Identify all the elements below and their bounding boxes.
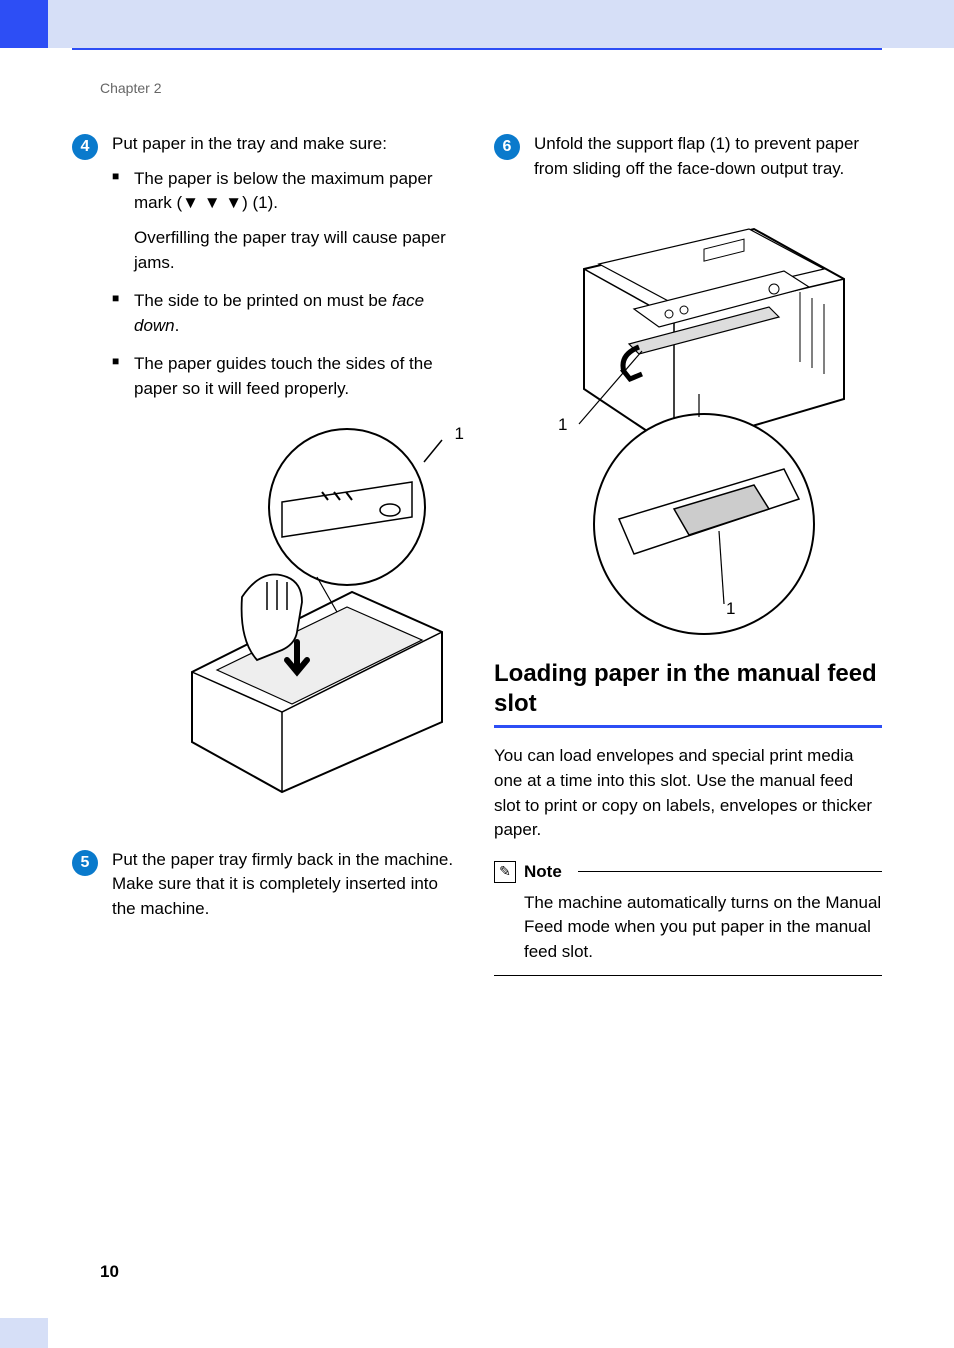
section-heading: Loading paper in the manual feed slot — [494, 659, 882, 719]
side-strip-bottom — [0, 1318, 48, 1348]
header-rule — [72, 48, 882, 50]
bullet-2-a: The side to be printed on must be — [134, 291, 392, 310]
step-5: 5 Put the paper tray firmly back in the … — [72, 848, 460, 932]
step-5-text: Put the paper tray firmly back in the ma… — [112, 848, 460, 922]
chapter-tab — [0, 0, 48, 48]
step-badge-4: 4 — [72, 134, 98, 160]
page-number: 10 — [100, 1262, 119, 1282]
figure-step6-callout-bottom: 1 — [726, 599, 735, 619]
bullet-1-a: The paper is below the maximum paper mar… — [134, 169, 433, 213]
note-box: ✎ Note The machine automatically turns o… — [494, 861, 882, 976]
content-columns: 4 Put paper in the tray and make sure: T… — [72, 132, 882, 976]
top-banner — [0, 0, 954, 48]
step-badge-6: 6 — [494, 134, 520, 160]
bullet-2: The side to be printed on must be face d… — [112, 289, 462, 338]
note-header: ✎ Note — [494, 861, 882, 883]
step-4-intro: Put paper in the tray and make sure: — [112, 132, 462, 157]
figure-step6: 1 1 — [524, 209, 864, 639]
figure-step4: 1 — [172, 422, 462, 802]
bullet-3-a: The paper guides touch the sides of the … — [134, 354, 433, 398]
step-4-bullets: The paper is below the maximum paper mar… — [112, 167, 462, 402]
bullet-3: The paper guides touch the sides of the … — [112, 352, 462, 401]
bullet-2-c: . — [175, 316, 180, 335]
printer-illustration — [524, 209, 864, 639]
note-icon: ✎ — [494, 861, 516, 883]
step-4: 4 Put paper in the tray and make sure: T… — [72, 132, 460, 830]
note-text: The machine automatically turns on the M… — [494, 883, 882, 975]
section-heading-rule — [494, 725, 882, 728]
step-6-text: Unfold the support flap (1) to prevent p… — [534, 132, 882, 181]
step-4-body: Put paper in the tray and make sure: The… — [112, 132, 462, 830]
bullet-1: The paper is below the maximum paper mar… — [112, 167, 462, 276]
step-badge-5: 5 — [72, 850, 98, 876]
section-para: You can load envelopes and special print… — [494, 744, 882, 843]
step-6-body: Unfold the support flap (1) to prevent p… — [534, 132, 882, 191]
figure-step4-callout-1: 1 — [455, 422, 464, 447]
note-bottom-rule — [494, 975, 882, 976]
figure-step6-callout-top: 1 — [558, 415, 567, 435]
bullet-1-b: Overfilling the paper tray will cause pa… — [134, 226, 462, 275]
step-6: 6 Unfold the support flap (1) to prevent… — [494, 132, 882, 191]
left-column: 4 Put paper in the tray and make sure: T… — [72, 132, 460, 976]
chapter-label: Chapter 2 — [100, 80, 161, 96]
step-5-body: Put the paper tray firmly back in the ma… — [112, 848, 460, 932]
note-label: Note — [524, 862, 562, 882]
side-strip — [0, 48, 48, 1348]
right-column: 6 Unfold the support flap (1) to prevent… — [494, 132, 882, 976]
note-header-rule — [578, 871, 882, 872]
tray-illustration — [172, 422, 462, 802]
page-root: Chapter 2 4 Put paper in the tray and ma… — [0, 0, 954, 1348]
